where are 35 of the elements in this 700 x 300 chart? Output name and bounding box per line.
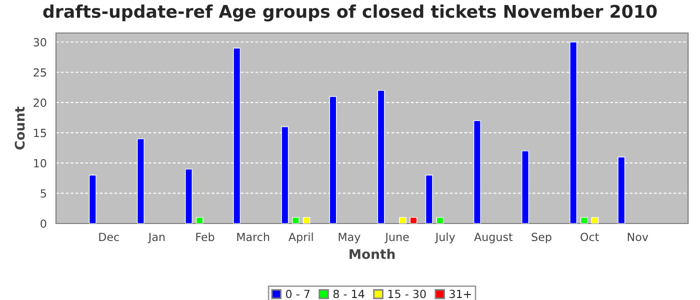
y-tick-label: 10 bbox=[34, 159, 46, 168]
x-tick-label: June bbox=[384, 232, 409, 244]
x-tick-label: April bbox=[288, 232, 313, 244]
x-tick-label: March bbox=[237, 232, 270, 242]
y-axis-title: Count bbox=[14, 106, 25, 150]
x-axis-title: Month bbox=[350, 248, 395, 260]
y-tick-label: 25 bbox=[34, 68, 46, 77]
legend-label: 0 - 7 bbox=[286, 290, 310, 298]
bar bbox=[196, 217, 204, 224]
legend-label: 15 - 30 bbox=[388, 290, 426, 298]
x-tick-label: Oct bbox=[580, 232, 599, 242]
chart-title: drafts-update-ref Age groups of closed tickets November 2010 bbox=[43, 4, 657, 22]
y-tick-label: 30 bbox=[34, 38, 46, 46]
x-tick-label: Nov bbox=[628, 232, 648, 242]
x-tick-label: Feb bbox=[196, 232, 214, 242]
bar bbox=[410, 217, 418, 224]
bar bbox=[425, 174, 433, 224]
bar bbox=[591, 217, 599, 224]
x-tick-label: Dec bbox=[99, 232, 119, 242]
y-tick-label: 20 bbox=[34, 98, 46, 107]
y-tick-label: 15 bbox=[34, 128, 46, 138]
legend-label: 8 - 14 bbox=[333, 290, 364, 298]
x-tick-label: July bbox=[434, 232, 456, 244]
x-tick-label: May bbox=[338, 232, 360, 244]
bar bbox=[436, 217, 444, 224]
bar bbox=[302, 217, 310, 224]
bar bbox=[580, 217, 588, 224]
x-tick-label: Jan bbox=[148, 232, 165, 244]
x-tick-label: August bbox=[474, 232, 513, 244]
legend-label: 31+ bbox=[450, 290, 472, 298]
y-tick-label: 0 bbox=[40, 219, 46, 228]
x-tick-label: Sep bbox=[532, 232, 552, 244]
bar bbox=[398, 217, 406, 224]
bar bbox=[292, 217, 300, 224]
y-tick-label: 5 bbox=[40, 189, 46, 198]
